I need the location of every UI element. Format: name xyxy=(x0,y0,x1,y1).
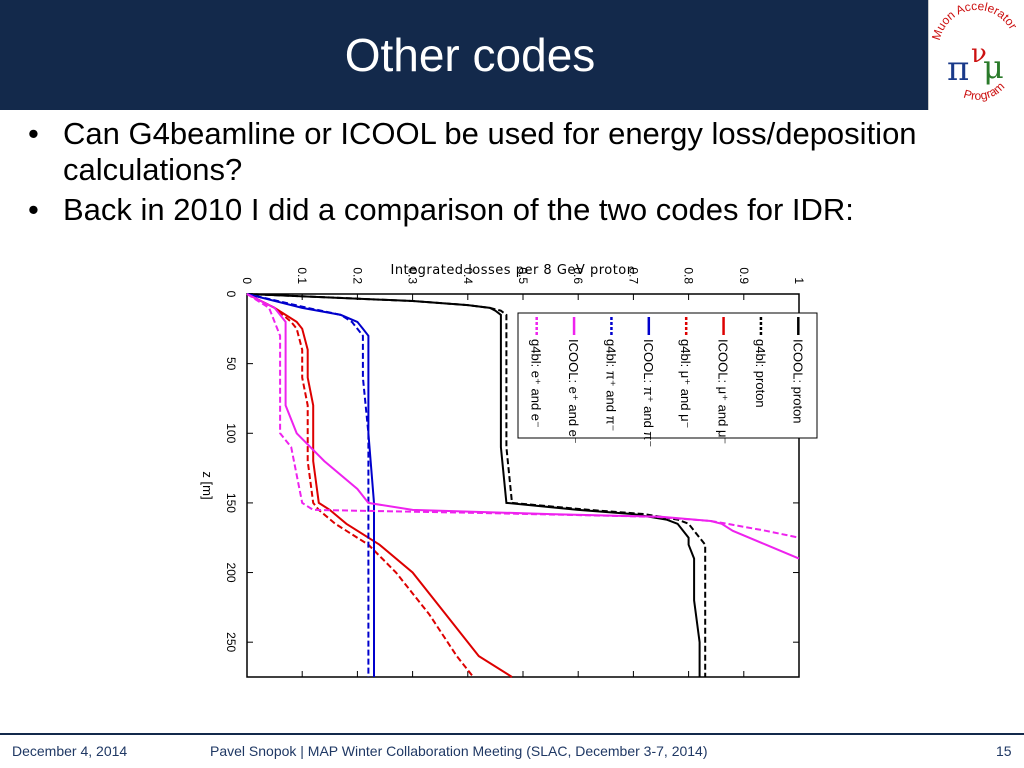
bullet-item: • Back in 2010 I did a comparison of the… xyxy=(28,192,1008,228)
series-line-5 xyxy=(246,293,370,677)
value-tick-label: 0.4 xyxy=(461,267,475,284)
legend-label-0: ICOOL: proton xyxy=(790,339,805,424)
legend-label-1: g4bl: proton xyxy=(753,339,768,408)
chart-title: Integrated losses per 8 GeV proton xyxy=(390,263,635,278)
z-tick-label: 200 xyxy=(224,563,238,583)
bullet-marker: • xyxy=(28,116,39,151)
footer-divider xyxy=(0,733,1024,735)
value-tick-label: 0.7 xyxy=(626,267,640,284)
z-axis-label: z [m] xyxy=(200,471,215,499)
value-tick-label: 0.8 xyxy=(682,267,696,284)
legend-label-5: g4bl: π⁺ and π⁻ xyxy=(603,339,618,431)
value-tick-label: 0.3 xyxy=(406,267,420,284)
bullet-text: Back in 2010 I did a comparison of the t… xyxy=(63,192,854,227)
losses-chart: Integrated losses per 8 GeV proton 0 0.1 0.… xyxy=(200,263,818,678)
series-line-0 xyxy=(246,293,701,677)
legend-label-7: g4bl: e⁺ and e⁻ xyxy=(529,339,544,428)
page-number: 15 xyxy=(996,743,1012,759)
series-line-7 xyxy=(246,293,800,539)
slide-title: Other codes xyxy=(344,29,596,81)
logo-mu-symbol: μ xyxy=(983,48,1004,86)
logo-pi-symbol: π xyxy=(947,49,969,89)
series-line-1 xyxy=(246,293,707,677)
series-line-2 xyxy=(246,293,513,678)
footer-center-text: Pavel Snopok | MAP Winter Collaboration … xyxy=(210,743,708,759)
value-tick-label: 0 xyxy=(240,277,254,284)
map-logo: Muon Accelerator Program π ν μ xyxy=(928,0,1024,110)
value-tick-label: 0.1 xyxy=(295,267,309,284)
value-tick-label: 1 xyxy=(792,277,806,284)
series-line-3 xyxy=(246,293,475,678)
z-tick-label: 250 xyxy=(224,632,238,652)
footer-date: December 4, 2014 xyxy=(12,743,128,759)
value-tick-label: 0.2 xyxy=(350,267,364,284)
value-tick-label: 0.9 xyxy=(737,267,751,284)
legend-label-4: ICOOL: π⁺ and π⁻ xyxy=(641,339,656,447)
value-tick-label: 0.5 xyxy=(516,267,530,284)
bullet-item: • Can G4beamline or ICOOL be used for en… xyxy=(28,116,1008,188)
legend-label-6: ICOOL: e⁺ and e⁻ xyxy=(566,339,581,444)
map-logo-graphic: Muon Accelerator Program π ν μ xyxy=(929,0,1020,103)
z-tick-label: 0 xyxy=(224,291,238,298)
logo-nu-symbol: ν xyxy=(971,39,987,69)
z-tick-label: 150 xyxy=(224,493,238,513)
series-line-4 xyxy=(246,293,375,677)
bullet-marker: • xyxy=(28,192,39,227)
legend-box xyxy=(517,312,818,439)
z-tick-label: 100 xyxy=(224,423,238,443)
title-bar xyxy=(0,0,1024,110)
bullet-text: Can G4beamline or ICOOL be used for ener… xyxy=(63,116,917,187)
value-tick-label: 0.6 xyxy=(571,267,585,284)
bullet-list: • Can G4beamline or ICOOL be used for en… xyxy=(28,112,1008,228)
z-tick-label: 50 xyxy=(224,357,238,371)
legend-label-3: g4bl: μ⁺ and μ⁻ xyxy=(678,339,693,428)
legend-label-2: ICOOL: μ⁺ and μ⁻ xyxy=(716,339,731,444)
logo-top-text: Muon Accelerator xyxy=(929,0,1020,42)
